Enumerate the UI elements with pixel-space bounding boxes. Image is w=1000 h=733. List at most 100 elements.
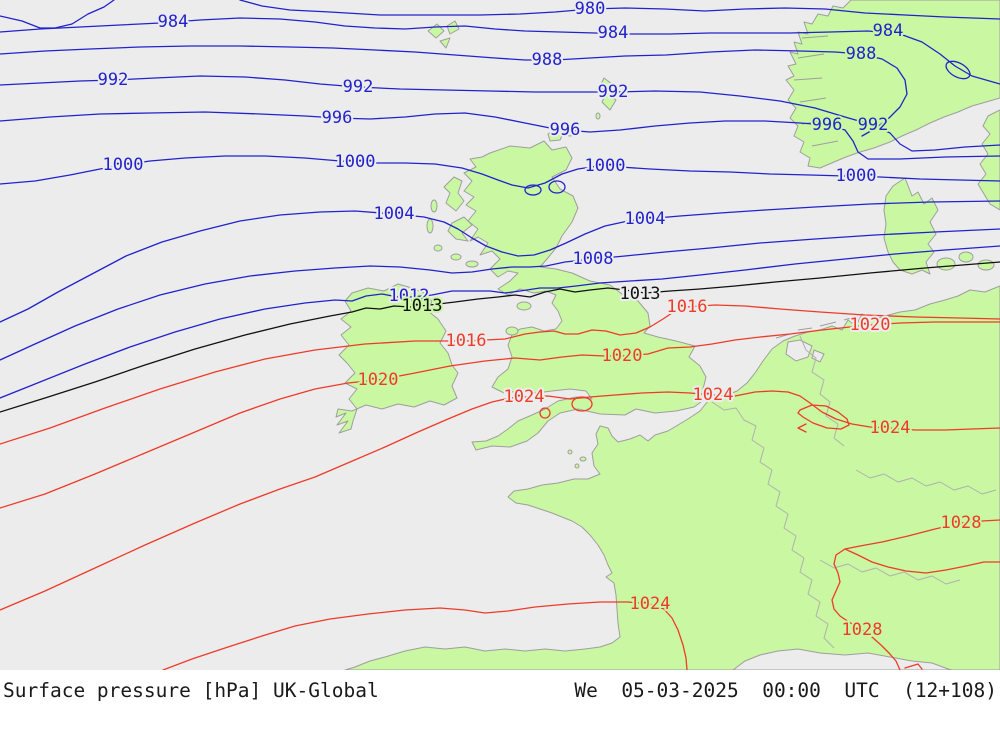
isobar-label-1028: 1028 — [941, 513, 982, 533]
isle-islay — [450, 253, 462, 261]
danish-island — [977, 259, 995, 271]
isle-of-man — [516, 301, 532, 311]
isobar-1028-branch — [844, 548, 1000, 574]
isobars-black — [0, 261, 1000, 413]
isobar-label-1004: 1004 — [625, 209, 666, 229]
isobar-1024-closed — [797, 404, 850, 430]
isobar-1024-south — [162, 601, 688, 670]
chart-title: Surface pressure [hPa] UK-Global — [3, 679, 379, 702]
isobar-label-988: 988 — [532, 50, 563, 70]
isobar-1016 — [0, 304, 1000, 445]
isobar-label-992: 992 — [598, 82, 629, 102]
ireland — [335, 283, 459, 434]
isobars-blue — [0, 0, 1000, 399]
isobar-label-1000: 1000 — [335, 152, 376, 172]
isobar-1012 — [0, 245, 1000, 399]
isobar-label-1016: 1016 — [667, 297, 708, 317]
anglesey — [505, 326, 519, 336]
channel-island — [567, 449, 573, 455]
isobar-1004 — [0, 200, 1000, 323]
chart-valid-time: We 05-03-2025 00:00 UTC (12+108) — [574, 679, 997, 702]
isobar-1000-closed — [524, 184, 542, 196]
isobar-label-1004: 1004 — [374, 204, 415, 224]
isobar-1024-closed — [539, 407, 551, 419]
isobar-1000-closed — [548, 180, 566, 194]
channel-island — [574, 463, 580, 469]
isobar-label-1020: 1020 — [358, 370, 399, 390]
isobar-label-992: 992 — [343, 77, 374, 97]
isobar-1008 — [0, 228, 1000, 361]
isobar-label-1012: 1012 — [389, 286, 430, 306]
isobar-980 — [239, 0, 1000, 20]
isobar-992 — [0, 75, 1000, 152]
country-borders — [711, 335, 997, 649]
isobar-label-1016: 1016 — [446, 331, 487, 351]
isle-mull — [433, 244, 443, 252]
border-central-europe — [855, 469, 997, 495]
sweden-coast — [977, 109, 1000, 211]
isobar-1024-closed — [571, 396, 593, 412]
isobar-984 — [0, 17, 1000, 85]
surface-pressure-map: 980 984 984 984 988 988 992 992 992 992 996 996 996 1… — [0, 0, 1000, 670]
isobar-label-984: 984 — [873, 21, 904, 41]
border-benelux-germany — [711, 401, 835, 649]
isobar-1028 — [831, 519, 1000, 670]
ijsselmeer-lake — [785, 339, 813, 362]
isobar-label-992: 992 — [858, 115, 889, 135]
frisian-islands — [775, 315, 859, 339]
isobar-label-1008: 1008 — [573, 249, 614, 269]
isobar-label-1024: 1024 — [870, 418, 911, 438]
isobar-996 — [0, 111, 1000, 160]
coast-details — [775, 35, 859, 339]
channel-island — [579, 456, 587, 462]
isobar-988-closed — [945, 60, 971, 80]
isobar-label-984: 984 — [598, 23, 629, 43]
hebrides-islet — [430, 199, 438, 213]
isobar-fragment — [904, 663, 923, 670]
isobar-1013 — [0, 261, 1000, 413]
isobar-label-992: 992 — [98, 70, 129, 90]
faroe-islands — [439, 37, 451, 49]
shetland — [599, 77, 617, 111]
isobars-red — [0, 304, 1000, 670]
status-bar: Surface pressure [hPa] UK-Global We 05-0… — [0, 670, 1000, 733]
norway-fjords — [793, 35, 839, 147]
danish-island — [936, 257, 956, 271]
isobar-980 — [0, 0, 115, 29]
isobar-label-1000: 1000 — [103, 155, 144, 175]
faroe-islands — [446, 20, 460, 35]
isobar-label-1000: 1000 — [585, 156, 626, 176]
isobar-label-1020: 1020 — [850, 315, 891, 335]
isle-skye — [447, 216, 473, 242]
isobar-label-1013: 1013 — [402, 296, 443, 316]
isobar-label-1013: 1013 — [620, 284, 661, 304]
isobar-label-1000: 1000 — [836, 166, 877, 186]
isobar-label-1020: 1020 — [602, 346, 643, 366]
hebrides-islet — [426, 218, 434, 234]
denmark-jutland — [883, 177, 939, 275]
isobar-label-1024: 1024 — [504, 387, 545, 407]
isobar-label-996: 996 — [550, 120, 581, 140]
isle-lewis — [443, 176, 465, 212]
isobar-1024-tick — [797, 423, 807, 433]
isobar-label-984: 984 — [158, 12, 189, 32]
isobar-label-980: 980 — [575, 0, 606, 19]
isobar-988 — [0, 45, 908, 137]
border-alps — [819, 559, 961, 585]
isobar-label-1024: 1024 — [630, 594, 671, 614]
faroe-islands — [427, 23, 445, 39]
isobar-1020 — [0, 321, 1000, 509]
isle-arran — [465, 260, 479, 268]
isobar-label-988: 988 — [846, 44, 877, 64]
landmasses — [335, 0, 1000, 670]
isobar-label-996: 996 — [812, 115, 843, 135]
isobar-label-996: 996 — [322, 108, 353, 128]
isobar-1024 — [0, 390, 1000, 611]
isobar-label-1024: 1024 — [693, 385, 734, 405]
fair-isle — [595, 112, 601, 120]
great-britain — [463, 140, 707, 451]
isobar-label-1028: 1028 — [842, 620, 883, 640]
